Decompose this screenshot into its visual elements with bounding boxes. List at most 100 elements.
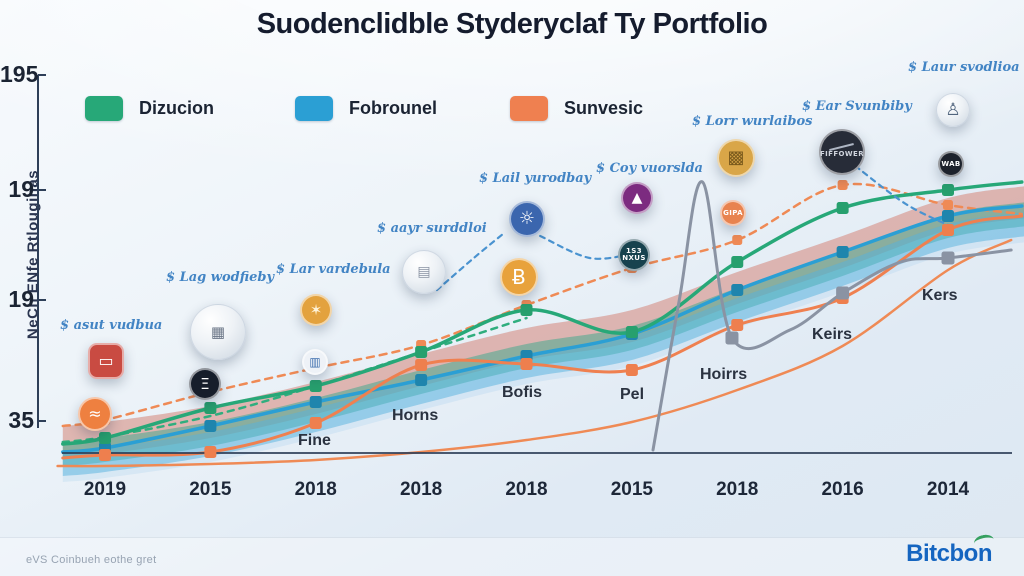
price-annotation: $ Coy vuorslda <box>596 161 703 176</box>
marker-gray-volatile-line <box>836 286 850 300</box>
point-label: Pel <box>620 386 645 403</box>
point-label: Keirs <box>812 326 853 343</box>
y-tick-label: 19 <box>8 286 34 312</box>
fiffower-coin-icon: FIFFOWER <box>819 129 865 175</box>
legend-label: Dizucion <box>139 98 214 118</box>
nxus-coin-icon: 1S3 NXUS <box>618 239 650 271</box>
price-annotation: $ Laur svodlioa <box>908 60 1020 75</box>
price-annotation: $ asut vudbua <box>60 318 163 333</box>
point-label: Fine <box>298 432 331 449</box>
marker-Fobrounel <box>204 420 217 432</box>
page-title: Suodenclidble Styderyclaf Ty Portfolio <box>256 8 768 40</box>
marker-gray-volatile-line <box>725 331 739 345</box>
marker-Dizucion <box>731 256 744 268</box>
legend-swatch-blue <box>295 96 333 121</box>
brand-logo: Bitcbon <box>906 533 996 568</box>
bitcoin-coin-icon: Ƀ <box>500 258 538 296</box>
x-tick-label: 2015 <box>189 479 232 500</box>
ethereum-coin-icon: Ξ <box>189 368 221 400</box>
point-label: Hoirrs <box>700 366 748 383</box>
price-annotation: $ Lar vardebula <box>276 262 391 277</box>
marker-Dizucion <box>204 402 217 414</box>
legend-label: Fobrounel <box>349 98 437 118</box>
brand-text: Bitcbon <box>906 540 992 567</box>
marker-Fobrounel <box>942 210 954 222</box>
mosaic-coin-icon: ✶ <box>300 294 332 326</box>
marker-Fobrounel <box>836 246 849 258</box>
connector-sphere-bulb <box>435 230 507 292</box>
price-annotation: $ Lorr wurlaibos <box>692 114 813 129</box>
marker-Sunvesic <box>309 417 322 429</box>
series-line-sunvesic-low <box>56 238 1013 468</box>
marker-Sunvesic <box>99 449 111 461</box>
wab-coin-icon-glyph: WAB <box>941 159 961 168</box>
rocket-coin-icon: ▲ <box>621 182 653 214</box>
series-line-gray-volatile-line <box>651 180 1013 452</box>
marker-gray-volatile-line <box>941 251 955 265</box>
marker-Fobrounel <box>309 396 322 408</box>
x-tick-label: 2014 <box>926 479 970 500</box>
x-tick-label: 2018 <box>716 479 759 500</box>
mosaic-coin-icon-glyph: ✶ <box>309 300 323 319</box>
building-sphere-icon-glyph: ▤ <box>417 264 431 280</box>
marker-orange-dashed-trend <box>732 235 743 245</box>
x-tick-label: 2016 <box>821 479 864 500</box>
building-sphere-icon: ▤ <box>402 250 446 294</box>
source-note: eVS Coinbueh eothe gret <box>26 554 157 566</box>
connector-bulb-nxus <box>539 234 633 260</box>
figure-coin-icon-glyph: ♙ <box>945 99 961 120</box>
band-layer-2 <box>62 202 1024 466</box>
figure-coin-icon: ♙ <box>936 93 970 127</box>
price-annotation: $ Lail yurodbay <box>479 171 592 186</box>
ethereum-coin-icon-glyph: Ξ <box>200 374 210 393</box>
footer-strip <box>0 537 1024 576</box>
chart-chip-icon: ▥ <box>302 349 328 375</box>
lightbulb-coin-icon-glyph: ☼ <box>518 208 536 229</box>
marker-Sunvesic <box>204 446 217 458</box>
maze-coin-icon: ▩ <box>717 139 755 177</box>
marker-Dizucion <box>625 326 638 338</box>
band-layer-3 <box>62 212 1024 476</box>
payment-coin-icon-glyph: ≈ <box>88 404 102 423</box>
fiffower-coin-icon-glyph: FIFFOWER <box>820 150 864 158</box>
point-label: Kers <box>922 287 958 304</box>
marker-Fobrounel <box>415 374 428 386</box>
x-tick-label: 2018 <box>399 479 443 500</box>
x-tick-label: 2015 <box>610 479 654 500</box>
marker-Sunvesic <box>520 358 533 370</box>
y-tick-label: 35 <box>8 407 34 433</box>
card-badge-icon: ▭ <box>88 343 124 379</box>
legend-swatch-green <box>85 96 123 121</box>
gipa-coin-icon: GIPA <box>720 200 746 226</box>
legend-swatch-orange <box>510 96 548 121</box>
point-label: Horns <box>392 407 439 424</box>
connector-fiffower-edge <box>854 164 952 228</box>
y-tick-label: 19 <box>8 176 34 202</box>
legend-label: Sunvesic <box>564 98 644 118</box>
marker-orange-dashed-trend <box>943 200 953 210</box>
nxus-coin-icon-glyph: 1S3 NXUS <box>622 247 646 262</box>
y-tick-label: 195 <box>0 61 39 87</box>
card-badge-icon-glyph: ▭ <box>98 351 114 370</box>
globe-sphere-icon-glyph: ▦ <box>210 322 226 341</box>
lightbulb-coin-icon: ☼ <box>509 201 545 237</box>
price-annotation: $ Ear Svunbiby <box>802 99 912 114</box>
point-label: Bofis <box>502 384 542 401</box>
marker-Sunvesic <box>731 319 744 331</box>
legend-item-sunvesic: Sunvesic <box>510 96 643 121</box>
chart-chip-icon-glyph: ▥ <box>309 355 321 369</box>
bitcoin-coin-icon-glyph: Ƀ <box>512 265 526 289</box>
x-tick-label: 2019 <box>83 479 127 500</box>
price-annotation: $ Lag wodfieby <box>166 270 275 285</box>
marker-Dizucion <box>520 304 533 316</box>
price-annotation: $ aayr surddloi <box>377 221 487 236</box>
payment-coin-icon: ≈ <box>78 397 112 431</box>
marker-Dizucion <box>309 380 322 392</box>
rocket-coin-icon-glyph: ▲ <box>631 190 643 206</box>
marker-Dizucion <box>836 202 849 214</box>
legend-item-fobrounel: Fobrounel <box>295 96 437 121</box>
marker-Dizucion <box>415 346 428 358</box>
maze-coin-icon-glyph: ▩ <box>727 147 745 168</box>
